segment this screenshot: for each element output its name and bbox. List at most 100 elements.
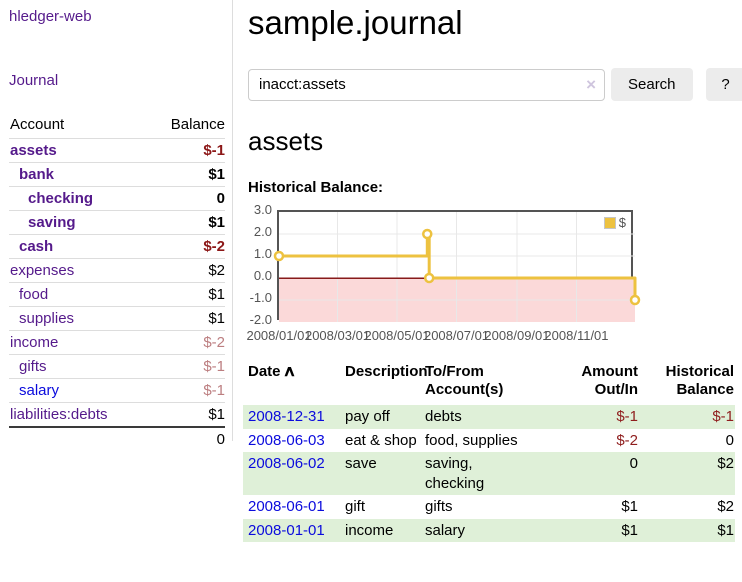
account-link[interactable]: saving — [28, 214, 76, 231]
transaction-accounts: salary — [425, 521, 466, 539]
register-table: Date ∧ Description To/From Account(s) Amo… — [243, 361, 735, 542]
accounts-header-account: Account — [10, 116, 65, 133]
account-balance: $2 — [117, 258, 225, 283]
account-link[interactable]: cash — [19, 238, 54, 255]
transaction-accounts: debts — [425, 408, 462, 425]
accounts-header-balance: Balance — [170, 116, 225, 133]
transaction-date-link[interactable]: 2008-01-01 — [248, 521, 325, 539]
account-balance: $1 — [117, 282, 225, 307]
y-axis-tick-label: -1.0 — [249, 290, 272, 305]
search-input-wrap: × — [248, 68, 605, 101]
register-header-row: Date ∧ Description To/From Account(s) Amo… — [243, 361, 735, 405]
y-axis-tick-label: -2.0 — [249, 312, 272, 327]
account-row: checking 0 — [9, 186, 225, 211]
transaction-date-link[interactable]: 2008-06-02 — [248, 455, 325, 472]
transaction-amount: $-1 — [616, 408, 638, 425]
column-header-amount: Amount Out/In — [581, 363, 638, 398]
transaction-accounts: saving, checking — [425, 455, 485, 492]
chart-canvas — [273, 212, 641, 322]
account-balance: $-1 — [117, 138, 225, 163]
account-link[interactable]: salary — [19, 382, 60, 399]
account-row: cash $-2 — [9, 234, 225, 259]
search-bar: × Search ? — [248, 68, 742, 101]
transaction-date-link[interactable]: 2008-06-03 — [248, 431, 325, 449]
transaction-balance: $2 — [717, 498, 734, 515]
column-header-accounts: To/From Account(s) — [425, 363, 504, 398]
transaction-description: save — [345, 455, 377, 472]
account-row: salary $-1 — [9, 378, 225, 403]
account-row: saving $1 — [9, 210, 225, 235]
column-header-date[interactable]: Date ∧ — [248, 363, 296, 380]
sort-ascending-icon: ∧ — [282, 363, 296, 380]
chart-legend: $ — [600, 214, 629, 231]
account-balance: $-2 — [117, 234, 225, 259]
column-header-description: Description — [345, 363, 428, 380]
clear-search-icon[interactable]: × — [586, 74, 596, 94]
transaction-balance: $1 — [717, 521, 734, 539]
accounts-total-row: 0 — [9, 426, 225, 451]
transaction-amount: $1 — [621, 498, 638, 515]
account-row: liabilities:debts $1 — [9, 402, 225, 427]
data-point-marker[interactable] — [273, 250, 285, 262]
account-link[interactable]: checking — [28, 190, 94, 207]
transaction-balance: 0 — [725, 431, 734, 449]
transaction-row: 2008-06-03 eat & shop food, supplies $-2 0 — [243, 429, 735, 453]
transaction-amount: $-2 — [616, 431, 638, 449]
main-content: sample.journal × Search ? assets Histori… — [233, 0, 742, 562]
sidebar-item-journal[interactable]: Journal — [9, 72, 59, 89]
search-button[interactable]: Search — [611, 68, 693, 101]
account-link[interactable]: gifts — [19, 358, 47, 375]
x-axis-tick-label: 2008/03/01 — [304, 328, 371, 343]
account-link[interactable]: assets — [10, 142, 57, 159]
column-header-balance: Historical Balance — [665, 363, 734, 398]
account-balance: $-2 — [117, 330, 225, 355]
x-axis-tick-label: 2008/07/01 — [423, 328, 490, 343]
transaction-amount: $1 — [621, 521, 638, 539]
page-title: sample.journal — [248, 4, 463, 41]
legend-label: $ — [618, 215, 626, 230]
transaction-date-link[interactable]: 2008-06-01 — [248, 498, 325, 515]
chart-plot-area[interactable]: $ — [273, 210, 641, 322]
x-axis-tick-label: 2008/09/01 — [484, 328, 550, 343]
y-axis-tick-label: 1.0 — [253, 246, 272, 261]
sidebar: hledger-web Journal Account Balance asse… — [0, 0, 233, 451]
transaction-description: eat & shop — [345, 431, 417, 449]
help-button[interactable]: ? — [705, 68, 742, 101]
data-point-marker[interactable] — [423, 272, 435, 284]
account-link[interactable]: expenses — [10, 262, 75, 279]
transaction-accounts: food, supplies — [425, 431, 518, 449]
accounts-total-balance: 0 — [117, 426, 225, 451]
transaction-accounts: gifts — [425, 498, 453, 515]
chart-title: Historical Balance: — [248, 179, 384, 196]
account-link[interactable]: supplies — [19, 310, 75, 327]
accounts-header-row: Account Balance — [9, 114, 225, 139]
transaction-date-link[interactable]: 2008-12-31 — [248, 408, 325, 425]
brand-link[interactable]: hledger-web — [9, 8, 92, 25]
account-row: bank $1 — [9, 162, 225, 187]
y-axis-tick-label: 0.0 — [253, 268, 272, 283]
account-row: gifts $-1 — [9, 354, 225, 379]
transaction-description: pay off — [345, 408, 390, 425]
transaction-row: 2008-12-31 pay off debts $-1 $-1 — [243, 405, 735, 429]
account-link[interactable]: bank — [19, 166, 55, 183]
account-link[interactable]: liabilities:debts — [10, 406, 108, 423]
account-balance: $-1 — [117, 378, 225, 403]
search-input[interactable] — [248, 68, 605, 101]
y-axis-tick-label: 2.0 — [253, 224, 272, 239]
legend-swatch-icon — [603, 216, 616, 229]
transaction-row: 2008-06-01 gift gifts $1 $2 — [243, 495, 735, 519]
transaction-amount: 0 — [629, 455, 638, 472]
historical-balance-chart: $ 3.0 2.0 1.0 0.0 -1.0 -2.0 2008/01/01 2008/03/… — [243, 202, 742, 351]
transaction-row: 2008-06-02 save saving, checking 0 $2 — [243, 452, 735, 495]
account-link[interactable]: food — [19, 286, 49, 303]
x-axis-tick-label: 2008/05/01 — [364, 328, 430, 343]
account-balance: $-1 — [117, 354, 225, 379]
account-balance: $1 — [117, 402, 225, 427]
data-point-marker[interactable] — [422, 228, 433, 240]
account-row: expenses $2 — [9, 258, 225, 283]
account-link[interactable]: income — [10, 334, 59, 351]
account-balance: $1 — [117, 162, 225, 187]
account-row: income $-2 — [9, 330, 225, 355]
data-point-marker[interactable] — [629, 294, 641, 306]
y-axis-tick-label: 3.0 — [253, 202, 272, 217]
